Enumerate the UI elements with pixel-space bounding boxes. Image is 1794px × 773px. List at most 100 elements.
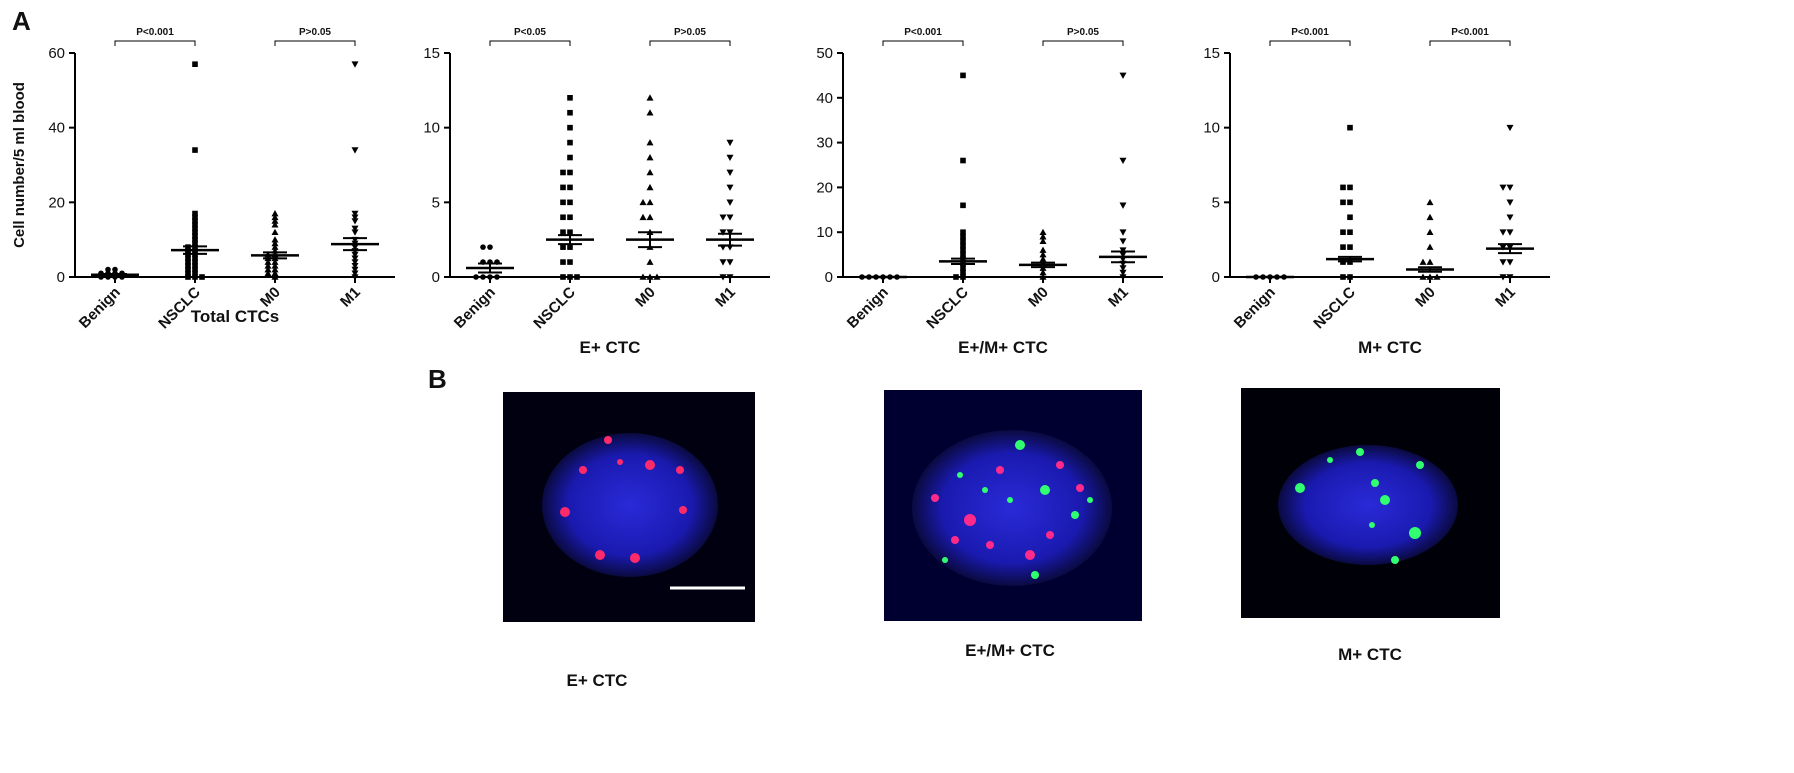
- data-point: [1506, 229, 1514, 236]
- data-point: [185, 266, 191, 273]
- significance-bracket: [1042, 40, 1124, 46]
- data-point: [1499, 229, 1507, 236]
- data-point: [1347, 244, 1353, 250]
- data-point: [1039, 255, 1047, 262]
- data-point: [1506, 124, 1514, 132]
- data-point: [271, 221, 279, 228]
- data-point: [185, 274, 191, 280]
- data-point: [560, 199, 566, 206]
- data-point: [264, 262, 272, 269]
- data-point: [1347, 214, 1353, 221]
- x-axis-title: E+ CTC: [580, 338, 641, 357]
- data-point: [646, 183, 654, 191]
- data-point: [1419, 258, 1427, 265]
- significance-bracket: [114, 40, 196, 46]
- data-point: [1433, 273, 1441, 280]
- data-point: [1426, 198, 1434, 206]
- data-point: [960, 229, 966, 235]
- data-point: [1347, 274, 1353, 280]
- data-point: [351, 259, 359, 266]
- error-bar: [478, 262, 502, 274]
- data-point: [487, 274, 493, 280]
- data-point: [960, 269, 966, 276]
- y-tick-label: 10: [1203, 120, 1220, 137]
- data-point: [271, 217, 279, 224]
- data-point: [264, 258, 272, 265]
- error-bar: [638, 231, 662, 249]
- x-tick-label: NSCLC: [923, 284, 972, 333]
- error-bar: [1498, 243, 1522, 255]
- micrograph: [1241, 388, 1500, 618]
- data-point: [560, 169, 566, 176]
- data-point: [351, 214, 359, 221]
- data-point: [1426, 228, 1434, 235]
- data-point: [1347, 124, 1353, 131]
- data-point: [1499, 184, 1507, 191]
- x-tick-label: M1: [1105, 284, 1132, 311]
- error-bar: [718, 232, 742, 247]
- data-point: [1506, 199, 1514, 206]
- data-point: [719, 214, 727, 221]
- data-point: [1119, 265, 1127, 272]
- data-point: [192, 229, 198, 235]
- x-axis-title: M+ CTC: [1358, 338, 1422, 357]
- data-point: [1426, 258, 1434, 265]
- x-tick-label: NSCLC: [1310, 284, 1359, 333]
- y-tick-label: 10: [423, 120, 440, 137]
- data-point: [192, 274, 198, 280]
- data-point: [192, 263, 198, 269]
- data-point: [567, 154, 573, 161]
- data-point: [1119, 238, 1127, 245]
- data-point: [1340, 244, 1346, 250]
- data-point: [192, 240, 198, 247]
- data-point: [351, 61, 359, 68]
- data-point: [105, 266, 111, 273]
- data-point: [192, 259, 198, 265]
- data-point: [719, 229, 727, 236]
- data-point: [1426, 243, 1434, 250]
- data-point: [567, 229, 573, 235]
- significance-bracket: [489, 40, 571, 46]
- data-point: [1340, 274, 1346, 280]
- data-point: [960, 265, 966, 271]
- x-tick-label: M1: [337, 284, 364, 311]
- data-point: [567, 139, 573, 146]
- data-point: [567, 184, 573, 191]
- p-value: P<0.001: [1291, 27, 1329, 38]
- x-tick-label: Benign: [451, 284, 499, 332]
- data-point: [192, 255, 198, 262]
- y-tick-label: 0: [825, 269, 833, 286]
- data-point: [271, 262, 279, 269]
- error-bar: [1338, 255, 1362, 263]
- data-point: [726, 169, 734, 176]
- data-point: [1119, 202, 1127, 209]
- data-point: [1499, 274, 1507, 281]
- data-point: [351, 225, 359, 232]
- x-tick-label: Benign: [76, 284, 124, 332]
- data-point: [646, 258, 654, 265]
- y-tick-label: 60: [48, 45, 65, 62]
- data-point: [351, 266, 359, 274]
- data-point: [639, 213, 647, 221]
- data-point: [1340, 229, 1346, 235]
- error-bar: [343, 237, 367, 252]
- x-tick-label: M0: [1412, 284, 1439, 311]
- data-point: [271, 273, 279, 280]
- micrograph: [503, 392, 755, 622]
- data-point: [719, 274, 727, 281]
- data-point: [567, 199, 573, 206]
- data-point: [473, 274, 479, 280]
- data-point: [574, 274, 580, 280]
- data-point: [726, 154, 734, 162]
- significance-bracket: [1429, 40, 1511, 46]
- y-tick-label: 0: [57, 269, 65, 286]
- error-bar: [263, 251, 287, 260]
- y-tick-label: 20: [816, 179, 833, 196]
- data-point: [192, 221, 198, 228]
- p-value: P<0.05: [514, 27, 546, 38]
- data-point: [653, 273, 661, 280]
- data-point: [960, 157, 966, 164]
- data-point: [1506, 274, 1514, 281]
- data-point: [1039, 228, 1047, 235]
- data-point: [567, 109, 573, 116]
